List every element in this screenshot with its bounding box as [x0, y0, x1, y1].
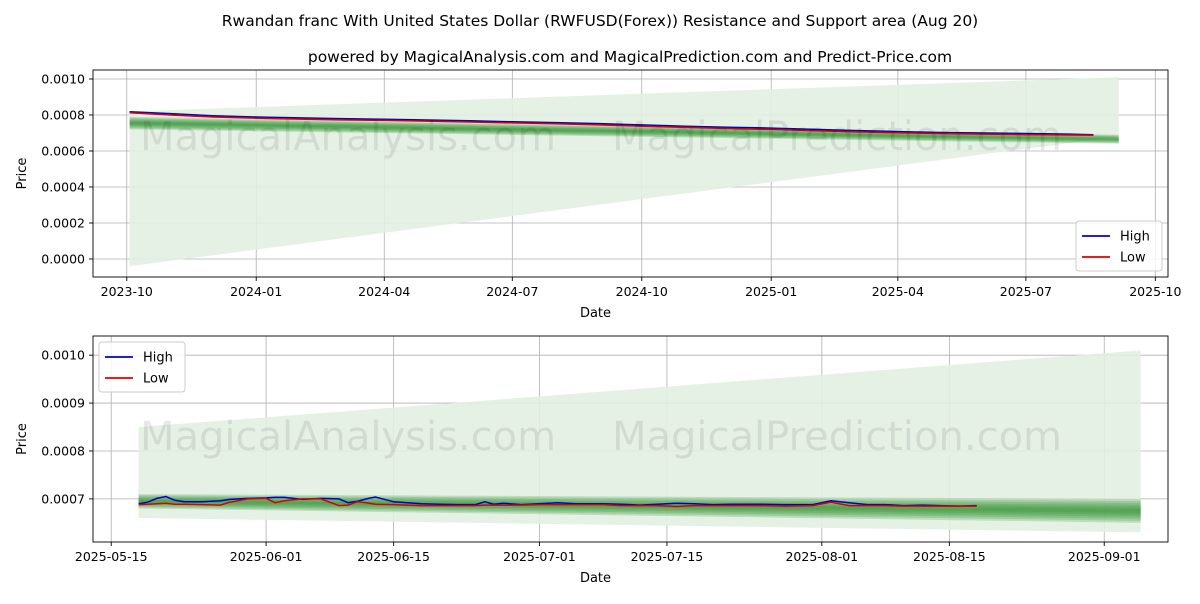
support-resistance-band	[138, 500, 1141, 513]
x-tick-label: 2025-10	[1129, 284, 1181, 299]
legend-label-high: High	[1120, 230, 1150, 245]
legend-label-high: High	[143, 351, 173, 366]
x-tick-label: 2025-07-01	[503, 549, 576, 564]
x-tick-label: 2025-08-15	[913, 549, 986, 564]
chart-panel-1: MagicalAnalysis.com MagicalPrediction.com…	[15, 69, 1181, 321]
y-tick-label: 0.0000	[41, 252, 85, 267]
x-tick-label: 2024-04	[358, 284, 410, 299]
watermark-text: MagicalAnalysis.com	[140, 414, 556, 460]
y-tick-label: 0.0002	[41, 216, 85, 231]
series-line-low	[138, 497, 977, 508]
y-tick-label: 0.0009	[41, 396, 85, 411]
x-tick-label: 2025-07-15	[631, 549, 704, 564]
legend: High Low	[98, 341, 186, 393]
legend-box	[1075, 220, 1163, 272]
x-tick-label: 2025-04	[872, 284, 924, 299]
x-tick-label: 2025-06-15	[357, 549, 430, 564]
x-tick-label: 2025-09-01	[1068, 549, 1141, 564]
x-tick-label: 2025-07	[1000, 284, 1052, 299]
projection-cone	[129, 77, 1119, 267]
x-tick-label: 2023-10	[101, 284, 153, 299]
y-tick-label: 0.0006	[41, 144, 85, 159]
support-resistance-band	[138, 496, 1141, 519]
support-resistance-band	[129, 118, 1119, 143]
plot-frame	[92, 335, 1169, 543]
x-tick-label: 2025-01	[745, 284, 797, 299]
x-tick-label: 2024-07	[486, 284, 538, 299]
x-axis-label: Date	[580, 571, 611, 586]
y-tick-label: 0.0010	[41, 348, 85, 363]
y-tick-label: 0.0008	[41, 443, 85, 458]
support-resistance-band	[129, 116, 1119, 144]
series-line-high	[129, 111, 1094, 136]
x-tick-label: 2025-06-01	[230, 549, 303, 564]
support-resistance-band	[138, 497, 1141, 517]
plot-frame	[92, 69, 1169, 278]
chart-panel-2: MagicalAnalysis.com MagicalPrediction.com…	[15, 335, 1169, 586]
support-resistance-band	[129, 117, 1119, 144]
support-resistance-band	[129, 122, 1119, 141]
y-axis-label: Price	[15, 158, 30, 190]
x-tick-label: 2025-08-01	[785, 549, 858, 564]
series-line-low	[129, 112, 1094, 137]
legend-label-low: Low	[1120, 251, 1146, 266]
y-tick-label: 0.0004	[41, 180, 85, 195]
support-resistance-band	[138, 495, 1141, 521]
x-tick-label: 2025-05-15	[75, 549, 148, 564]
x-tick-label: 2024-01	[230, 284, 282, 299]
support-resistance-band	[129, 119, 1119, 142]
figure-title: Rwandan franc With United States Dollar …	[222, 12, 978, 30]
y-axis-label: Price	[15, 423, 30, 455]
series-line-high	[138, 495, 977, 507]
legend: High Low	[1075, 220, 1163, 272]
legend-label-low: Low	[143, 372, 169, 387]
plot-content	[138, 350, 1141, 533]
x-axis-label: Date	[580, 306, 611, 321]
watermark-text: MagicalPrediction.com	[612, 114, 1062, 160]
support-resistance-band	[129, 121, 1119, 141]
projection-cone	[138, 350, 1141, 533]
watermark-text: MagicalPrediction.com	[612, 414, 1062, 460]
y-tick-label: 0.0007	[41, 491, 85, 506]
legend-box	[98, 341, 186, 393]
y-tick-label: 0.0010	[41, 72, 85, 87]
x-tick-label: 2024-10	[616, 284, 668, 299]
y-tick-label: 0.0008	[41, 108, 85, 123]
support-resistance-band	[138, 498, 1141, 515]
watermark-text: MagicalAnalysis.com	[140, 114, 556, 160]
plot-content	[129, 77, 1119, 267]
figure-subtitle: powered by MagicalAnalysis.com and Magic…	[308, 48, 952, 66]
